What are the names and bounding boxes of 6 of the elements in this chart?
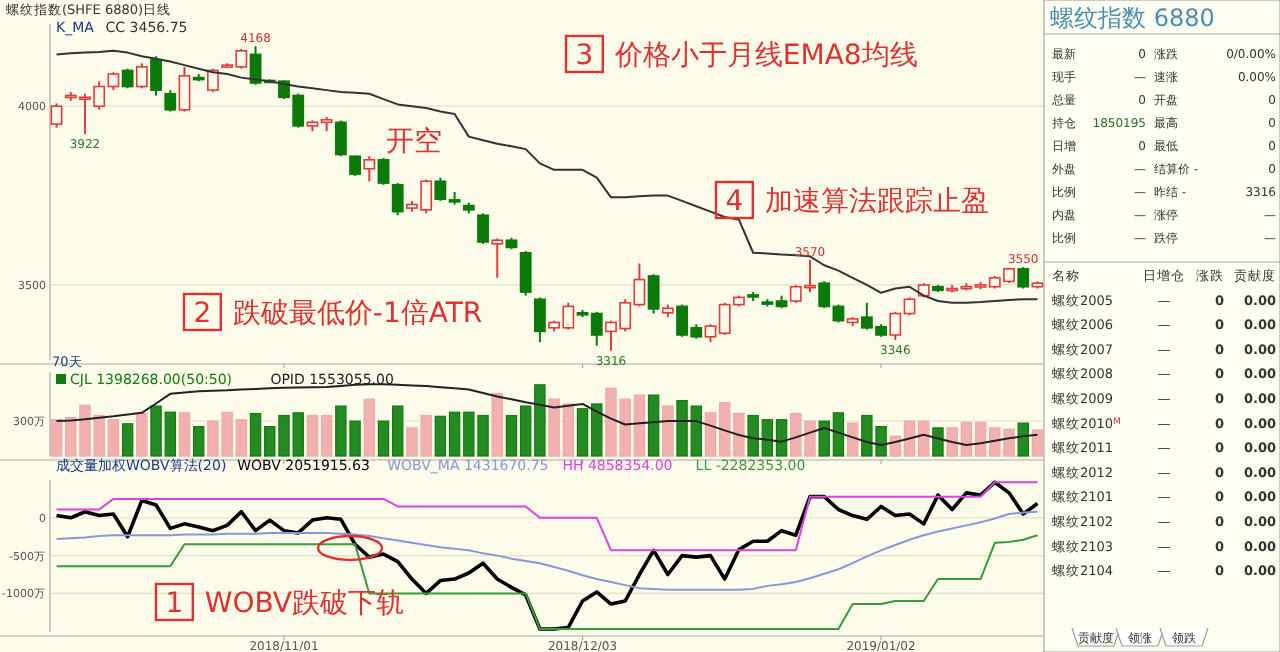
annotation: 开空 [386, 126, 442, 158]
text: 螺纹指数 6880 [1050, 4, 1215, 32]
annotation: 2 跌破最低价-1倍ATR [193, 298, 483, 330]
annotation: 4 加速算法跟踪止盈 [725, 186, 989, 218]
annotation: 3 价格小于月线EMA8均线 [575, 40, 918, 72]
annotation: 1 WOBV跌破下轨 [165, 588, 405, 620]
